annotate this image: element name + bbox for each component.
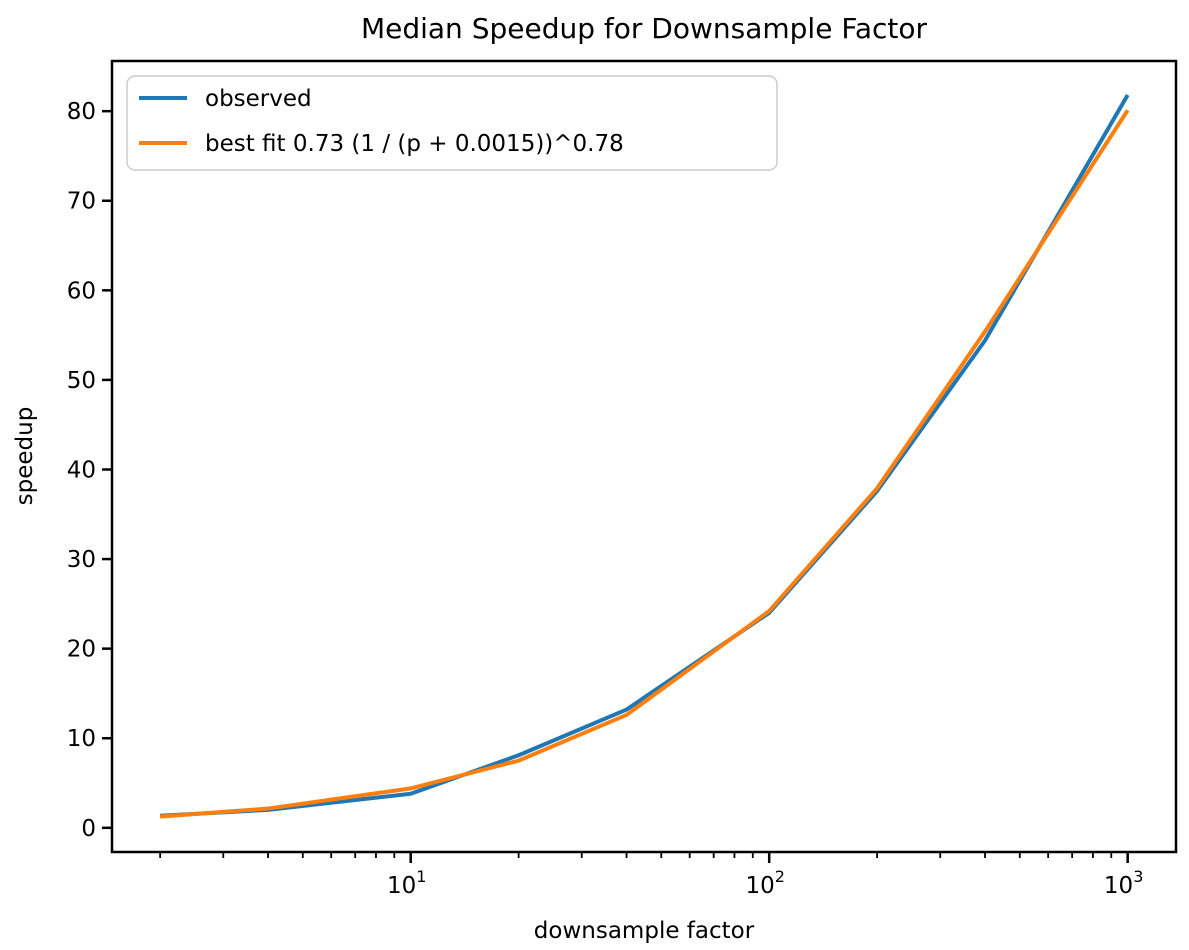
series-lines — [159, 94, 1130, 819]
y-tick-label: 30 — [67, 547, 96, 573]
plot-border — [110, 59, 1178, 854]
y-tick-label: 50 — [67, 368, 96, 394]
y-tick-label: 10 — [67, 726, 96, 752]
y-axis-label: speedup — [12, 407, 38, 506]
x-tick-label: 103 — [1104, 867, 1143, 899]
legend-box — [126, 75, 778, 171]
y-tick-label: 60 — [67, 278, 96, 304]
chart-title: Median Speedup for Downsample Factor — [361, 12, 928, 45]
x-tick-label: 102 — [745, 867, 784, 899]
y-tick-label: 80 — [67, 99, 96, 125]
legend: observed best fit 0.73 (1 / (p + 0.0015))… — [126, 75, 778, 171]
y-tick-label: 40 — [67, 457, 96, 483]
legend-label-best-fit: best fit 0.73 (1 / (p + 0.0015))^0.78 — [205, 131, 624, 157]
x-tick-label: 101 — [387, 867, 426, 899]
observed-line — [160, 94, 1130, 818]
x-axis-label: downsample factor — [534, 918, 755, 944]
best-fit-line — [159, 109, 1130, 819]
y-tick-label: 70 — [67, 189, 96, 215]
legend-label-observed: observed — [205, 86, 312, 112]
y-tick-label: 20 — [67, 637, 96, 663]
y-axis: 0 10 20 30 40 50 60 70 80 — [67, 99, 112, 842]
x-axis: 101 102 103 — [159, 852, 1143, 899]
y-tick-label: 0 — [81, 816, 96, 842]
